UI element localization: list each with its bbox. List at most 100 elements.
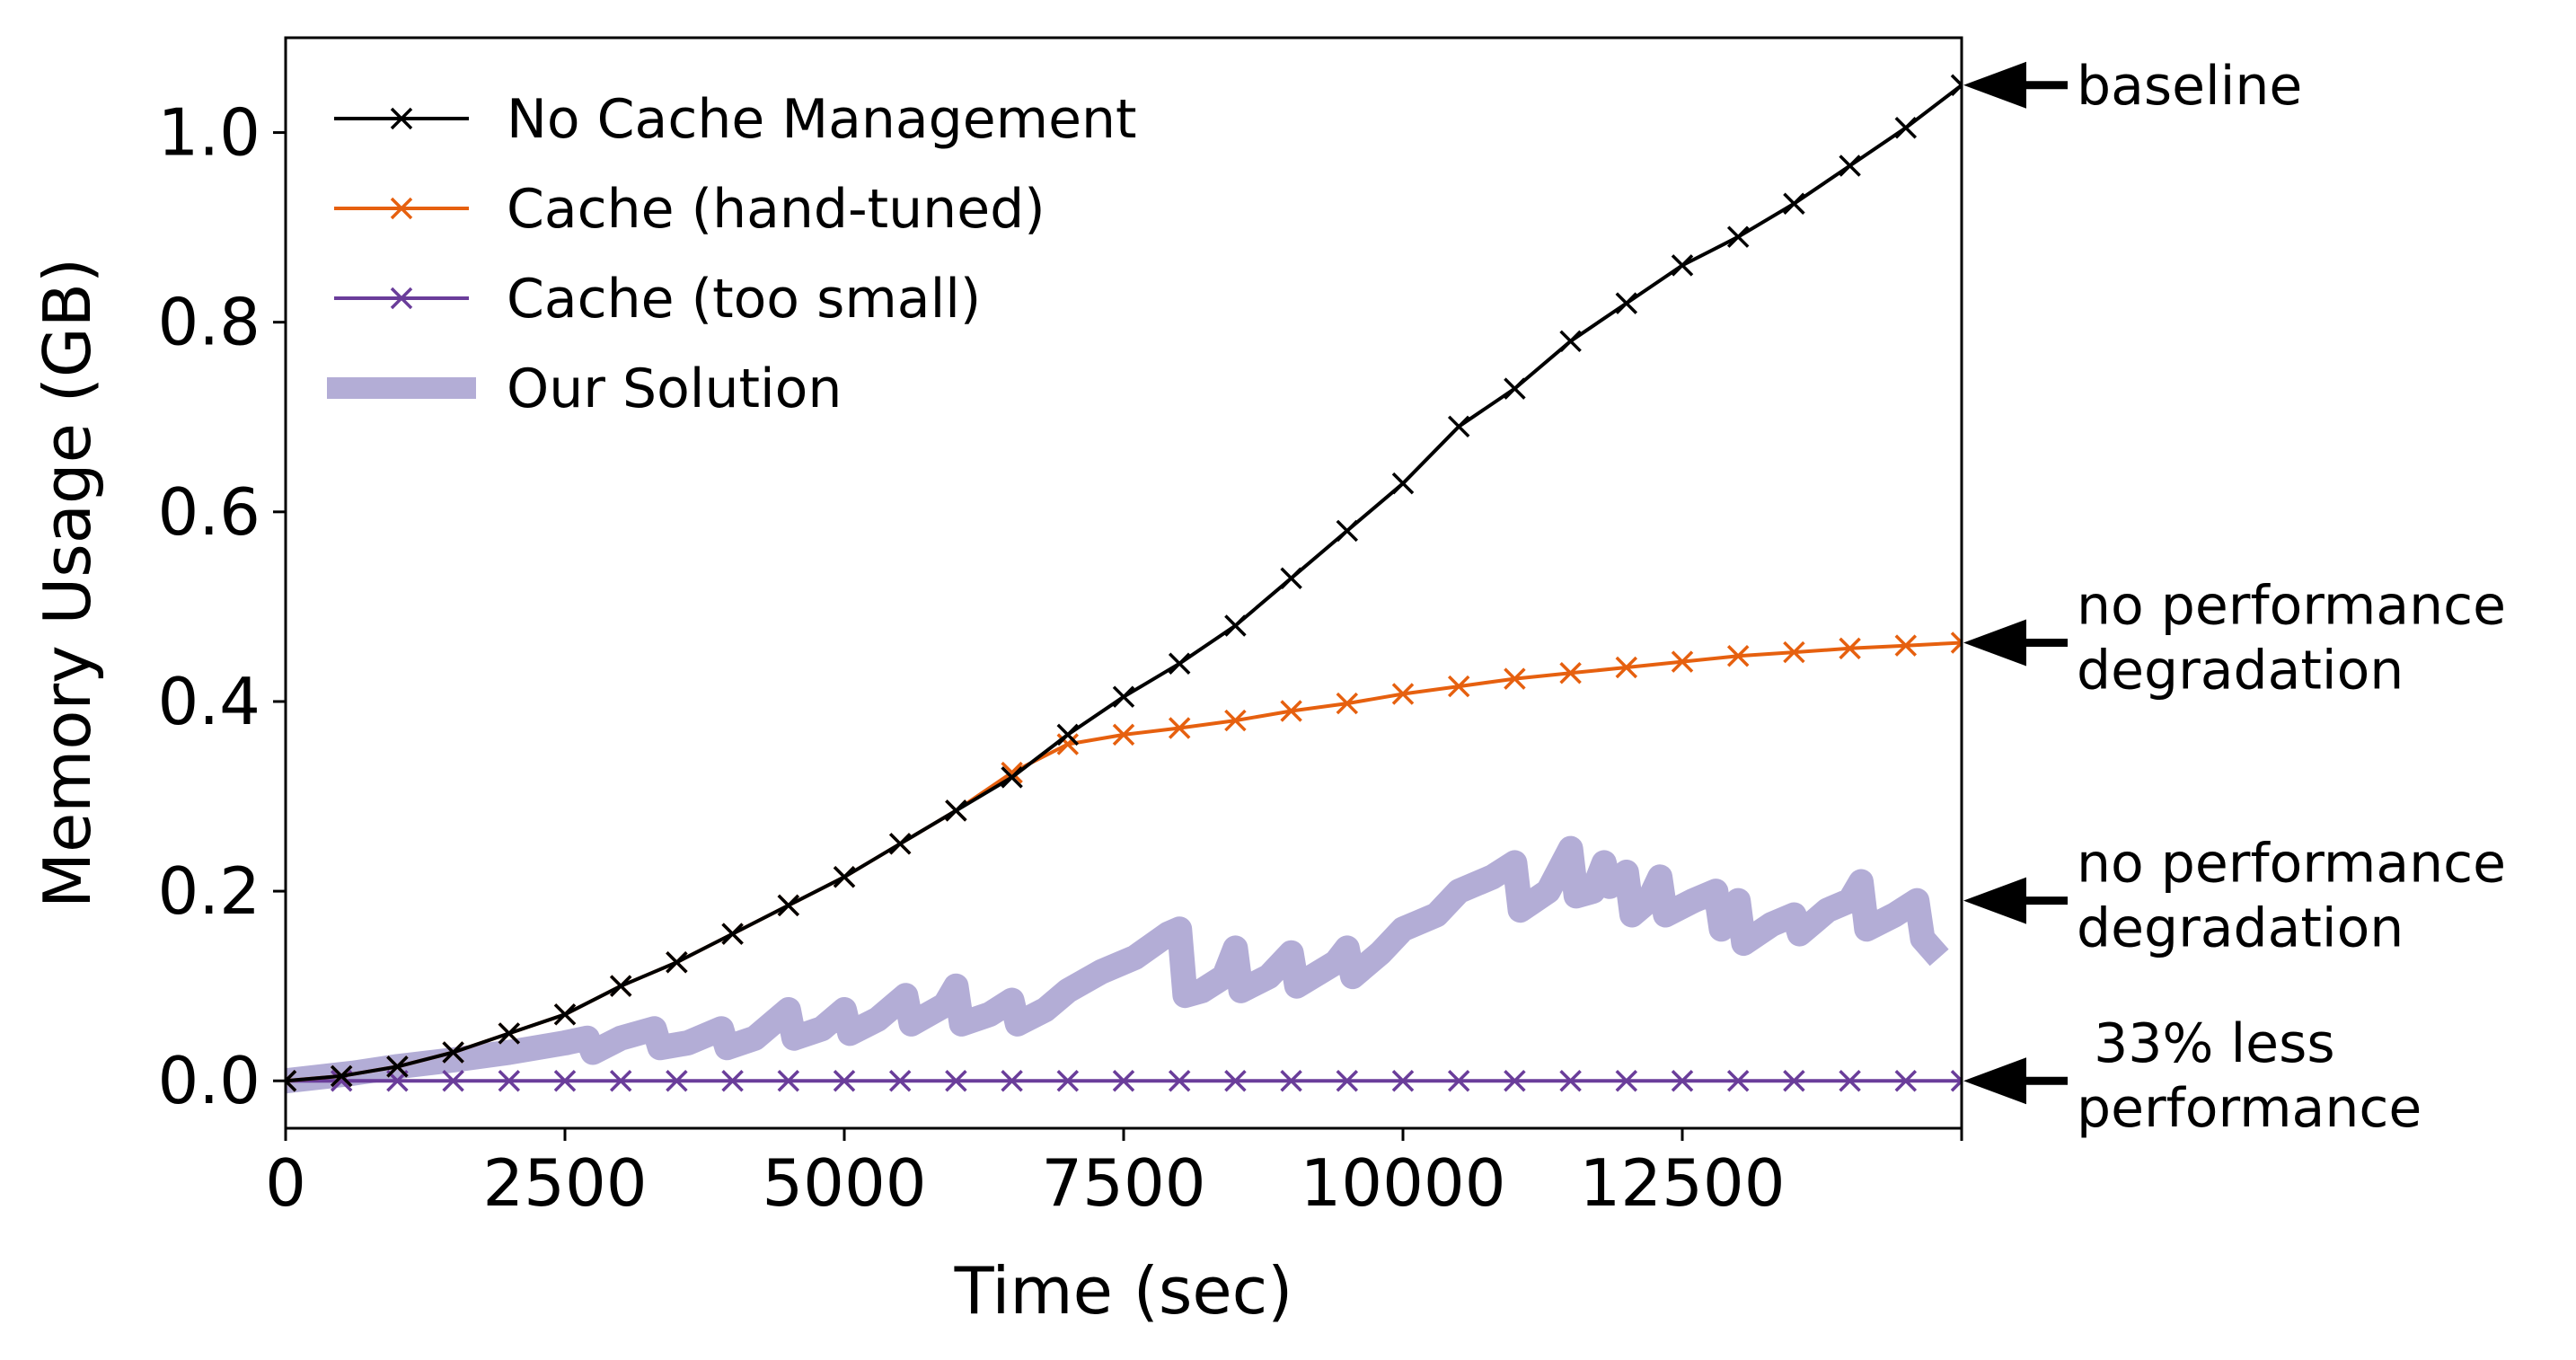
annotation-label: degradation (2077, 897, 2404, 960)
data-point-cache-hand-tuned (1615, 656, 1638, 679)
data-point-cache-too-small (498, 1069, 521, 1092)
y-tick-label: 0.0 (157, 1043, 260, 1118)
annotation-label: no performance (2077, 833, 2506, 896)
data-point-cache-too-small (609, 1069, 632, 1092)
data-point-cache-too-small (1726, 1069, 1750, 1092)
data-point-no-cache-management (1559, 330, 1582, 353)
data-point-no-cache-management (442, 1041, 464, 1064)
data-point-no-cache-management (1056, 723, 1080, 746)
data-point-no-cache-management (330, 1064, 353, 1088)
data-point-no-cache-management (945, 799, 967, 822)
legend: No Cache Management Cache (hand-tuned) Cac… (327, 88, 1137, 420)
annotation-arrowhead (1963, 619, 2026, 667)
data-point-cache-too-small (833, 1069, 856, 1092)
data-point-cache-hand-tuned (1336, 692, 1359, 715)
data-point-cache-hand-tuned (1504, 667, 1526, 690)
data-point-cache-too-small (1950, 1069, 1962, 1092)
data-point-cache-hand-tuned (1224, 709, 1247, 732)
data-point-cache-hand-tuned (1447, 675, 1470, 698)
x-axis: 0 2500 5000 7500 10000 12500 (265, 1128, 1963, 1221)
legend-label-cache-too-small: Cache (too small) (507, 268, 981, 331)
x-tick-label: 10000 (1300, 1145, 1505, 1221)
series-line-our-solution (286, 835, 1949, 1094)
annotation-label: performance (2077, 1077, 2422, 1140)
data-point-cache-hand-tuned (1280, 700, 1302, 722)
data-point-no-cache-management (1168, 652, 1191, 675)
data-point-cache-hand-tuned (1839, 637, 1861, 660)
data-point-cache-too-small (1112, 1069, 1135, 1092)
data-point-no-cache-management (1391, 472, 1415, 495)
data-point-cache-hand-tuned (1391, 683, 1415, 705)
annotation-label: no performance (2077, 575, 2506, 638)
data-point-cache-hand-tuned (1559, 662, 1582, 684)
data-point-cache-too-small (1336, 1069, 1359, 1092)
data-point-cache-too-small (1001, 1069, 1023, 1092)
data-point-cache-too-small (1783, 1069, 1805, 1092)
data-point-cache-hand-tuned (1671, 650, 1694, 673)
data-point-no-cache-management (1783, 192, 1805, 215)
legend-marker-cache-hand-tuned (390, 197, 413, 220)
data-point-no-cache-management (888, 833, 912, 855)
x-tick-label: 7500 (1041, 1145, 1205, 1221)
legend-label-cache-hand-tuned: Cache (hand-tuned) (507, 178, 1045, 241)
data-point-no-cache-management (1839, 155, 1861, 177)
data-point-no-cache-management (1001, 766, 1023, 789)
y-tick-label: 0.4 (157, 664, 260, 739)
data-point-no-cache-management (1726, 225, 1750, 248)
x-tick-label: 5000 (762, 1145, 926, 1221)
data-point-cache-hand-tuned (1168, 717, 1191, 739)
annotation-arrowhead (1963, 877, 2026, 924)
data-point-no-cache-management (666, 951, 688, 974)
data-point-no-cache-management (1950, 74, 1962, 97)
x-axis-label: Time (sec) (954, 1253, 1293, 1329)
data-point-no-cache-management (1280, 567, 1302, 589)
y-tick-label: 0.6 (157, 474, 260, 550)
data-point-cache-too-small (888, 1069, 912, 1092)
x-tick-label: 12500 (1579, 1145, 1785, 1221)
data-point-no-cache-management (1504, 377, 1526, 400)
data-point-cache-too-small (721, 1069, 744, 1092)
data-point-no-cache-management (609, 975, 632, 997)
y-axis-label: Memory Usage (GB) (30, 258, 105, 908)
data-point-no-cache-management (1112, 685, 1135, 708)
data-point-no-cache-management (498, 1022, 521, 1045)
annotation-label: baseline (2077, 55, 2302, 118)
legend-label-no-cache-management: No Cache Management (507, 88, 1137, 151)
plot-area (286, 74, 1962, 1094)
data-point-cache-too-small (666, 1069, 688, 1092)
data-point-cache-too-small (1559, 1069, 1582, 1092)
data-point-cache-too-small (1224, 1069, 1247, 1092)
x-tick-label: 0 (265, 1145, 306, 1221)
data-point-cache-too-small (1447, 1069, 1470, 1092)
data-point-cache-too-small (553, 1069, 577, 1092)
legend-label-our-solution: Our Solution (507, 358, 842, 420)
data-point-cache-too-small (442, 1069, 464, 1092)
data-point-no-cache-management (286, 1069, 297, 1092)
y-tick-label: 0.2 (157, 853, 260, 929)
data-point-cache-hand-tuned (1950, 631, 1962, 654)
y-tick-label: 0.8 (157, 285, 260, 360)
y-tick-label: 1.0 (157, 95, 260, 171)
data-point-cache-too-small (1671, 1069, 1694, 1092)
data-point-no-cache-management (386, 1055, 409, 1078)
annotation-label: degradation (2077, 640, 2404, 702)
legend-marker-cache-too-small (390, 287, 413, 310)
annotation-label: 33% less (2077, 1012, 2335, 1075)
data-point-cache-too-small (1839, 1069, 1861, 1092)
y-axis: 0.0 0.2 0.4 0.6 0.8 1.0 (157, 95, 286, 1118)
data-point-cache-too-small (1894, 1069, 1918, 1092)
annotation-arrowhead (1963, 1057, 2026, 1105)
data-point-cache-hand-tuned (1726, 645, 1750, 667)
data-point-cache-too-small (1280, 1069, 1302, 1092)
data-point-no-cache-management (1671, 254, 1694, 277)
data-point-no-cache-management (1447, 415, 1470, 438)
data-point-cache-hand-tuned (1112, 723, 1135, 746)
data-point-cache-too-small (1391, 1069, 1415, 1092)
annotation-arrowhead (1963, 61, 2026, 109)
data-point-cache-too-small (945, 1069, 967, 1092)
data-point-no-cache-management (1336, 519, 1359, 543)
data-point-cache-hand-tuned (1783, 640, 1805, 664)
data-point-no-cache-management (721, 923, 744, 945)
